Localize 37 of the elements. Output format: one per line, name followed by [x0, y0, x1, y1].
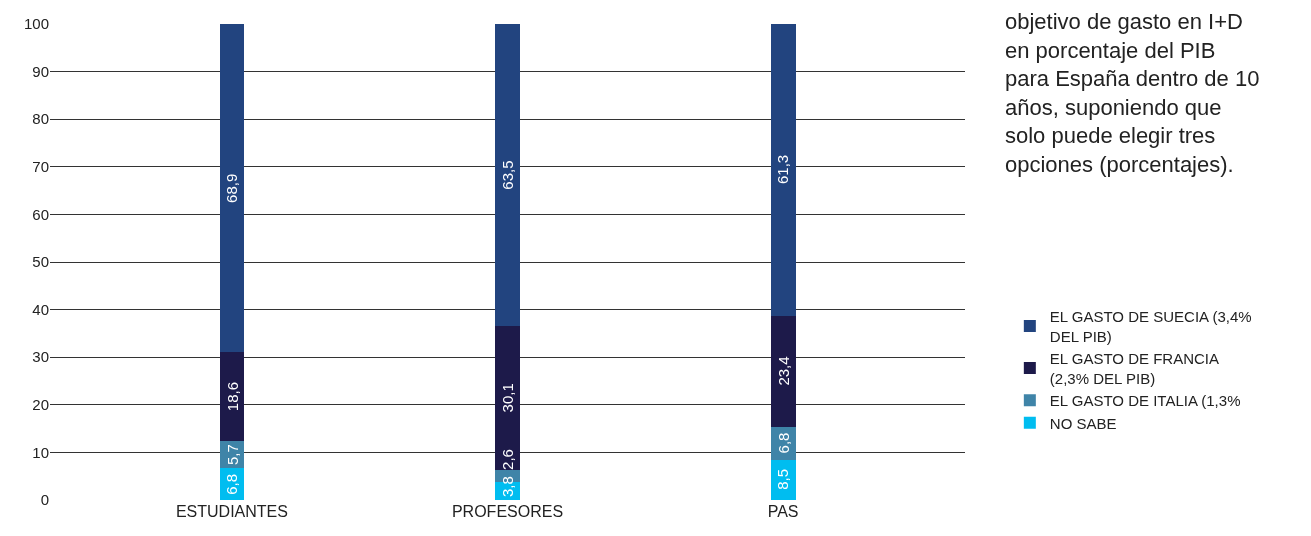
x-tick-label: PROFESORES	[451, 503, 564, 520]
legend-label: EL GASTO DE FRANCIA (2,3% DEL PIB)	[1049, 350, 1220, 387]
y-tick-label: 10	[32, 443, 49, 461]
legend-label: EL GASTO DE SUECIA (3,4% DEL PIB)	[1049, 308, 1252, 345]
data-label: 8,5	[774, 469, 792, 490]
bar	[495, 326, 520, 470]
text: objetivo de gasto en I+D en porcentaje del PIB para España dentro de 10 años, suponiendo que solo puede elegir tres opciones (porcentajes).	[1005, 9, 1260, 177]
data-label: 23,4	[774, 356, 792, 386]
y-tick-label: 20	[32, 396, 49, 414]
data-label: 6,8	[223, 473, 241, 495]
data-label: 63,5	[499, 160, 517, 190]
y-tick-label: 40	[32, 300, 49, 318]
legend-label: NO SABE	[1049, 414, 1117, 432]
bar	[770, 315, 796, 428]
y-tick-label: 90	[32, 62, 49, 80]
data-label: 5,7	[223, 444, 241, 465]
y-tick-label: 100	[23, 15, 49, 33]
bar	[495, 24, 520, 327]
data-label: 30,1	[498, 383, 516, 413]
y-tick-label: 50	[32, 253, 49, 271]
x-tick-label: PAS	[767, 503, 799, 520]
y-tick-label: 30	[32, 348, 49, 366]
y-tick-label: 80	[32, 110, 49, 128]
data-label: 2,6	[499, 449, 517, 470]
bar	[770, 24, 796, 316]
data-label: 61,3	[774, 154, 792, 184]
legend-label: EL GASTO DE ITALIA (1,3%	[1049, 392, 1241, 410]
bar	[219, 351, 245, 441]
data-label: 3,8	[499, 476, 517, 497]
y-tick-label: 60	[32, 205, 49, 223]
bar	[219, 24, 245, 352]
data-label: 18,6	[223, 381, 241, 412]
data-label: 6,8	[774, 432, 792, 454]
x-tick-label: ESTUDIANTES	[175, 503, 288, 520]
data-label: 68,9	[222, 173, 240, 203]
y-tick-label: 0	[40, 491, 49, 509]
y-tick-label: 70	[32, 158, 49, 176]
